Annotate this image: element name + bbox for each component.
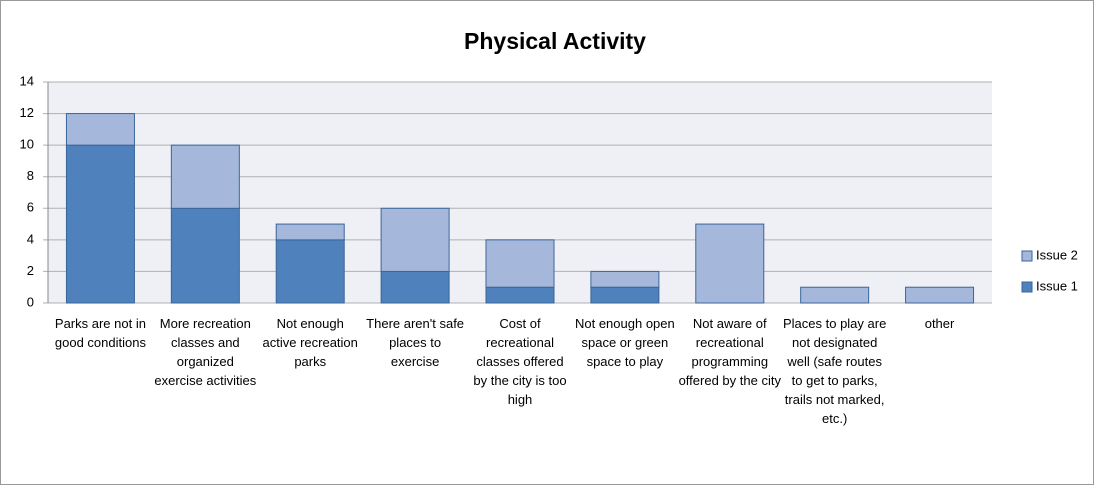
bar bbox=[695, 223, 765, 304]
legend-label: Issue 1 bbox=[1036, 278, 1078, 293]
chart-title: Physical Activity bbox=[464, 28, 646, 54]
bar bbox=[485, 239, 555, 288]
y-tick-label: 8 bbox=[27, 168, 34, 183]
bar bbox=[65, 144, 135, 304]
bar bbox=[380, 270, 450, 304]
bar bbox=[170, 144, 240, 209]
y-tick-label: 2 bbox=[27, 263, 34, 278]
y-tick-label: 4 bbox=[27, 231, 34, 246]
legend-swatch bbox=[1021, 250, 1033, 262]
x-tick-label: other bbox=[924, 316, 955, 331]
bar bbox=[905, 286, 975, 304]
x-tick-label: Not aware of recreational programming of… bbox=[678, 316, 781, 388]
bar bbox=[485, 286, 555, 304]
legend-swatch bbox=[1021, 281, 1033, 293]
y-tick-label: 0 bbox=[27, 294, 34, 309]
bar bbox=[590, 270, 660, 288]
x-tick-label: Parks are not in good conditions bbox=[54, 316, 146, 350]
y-tick-label: 12 bbox=[20, 105, 34, 120]
y-tick-label: 14 bbox=[20, 73, 34, 88]
x-tick-label: More recreation classes and organized ex… bbox=[154, 316, 257, 388]
x-tick-label: Cost of recreational classes offered by … bbox=[473, 316, 567, 407]
bar bbox=[800, 286, 870, 304]
y-tick-label: 10 bbox=[20, 137, 34, 152]
x-tick-label: There aren't safe places to exercise bbox=[366, 316, 465, 369]
bar bbox=[170, 207, 240, 304]
bar bbox=[65, 113, 135, 146]
x-tick-label: Places to play are not designated well (… bbox=[782, 316, 887, 426]
bar bbox=[275, 239, 345, 304]
bar bbox=[590, 286, 660, 304]
x-tick-label: Not enough open space or green space to … bbox=[574, 316, 675, 369]
bar bbox=[380, 207, 450, 272]
legend-label: Issue 2 bbox=[1036, 247, 1078, 262]
y-tick-label: 6 bbox=[27, 200, 34, 215]
x-tick-label: Not enough active recreation parks bbox=[262, 316, 358, 369]
bar bbox=[275, 223, 345, 241]
